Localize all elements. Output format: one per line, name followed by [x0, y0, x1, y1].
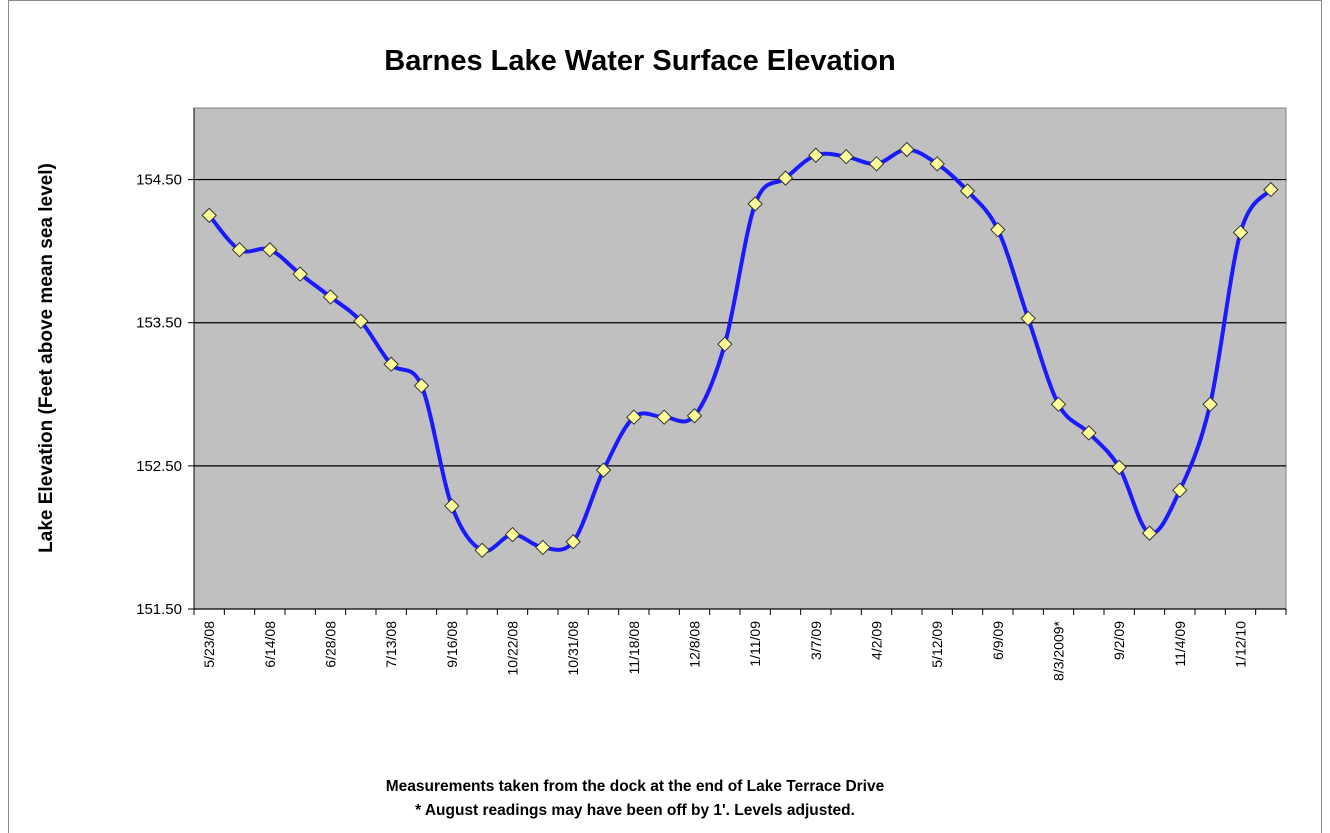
x-tick-label: 8/3/2009*	[1051, 620, 1067, 680]
marker	[656, 409, 672, 425]
marker	[1232, 224, 1249, 241]
marker	[353, 313, 369, 329]
marker	[899, 141, 915, 158]
marker	[1050, 396, 1067, 413]
marker	[929, 156, 945, 172]
note: * August readings may have been off by 1…	[415, 802, 855, 819]
x-tick-label: 6/14/08	[262, 621, 278, 668]
x-tick-label: 9/16/08	[444, 621, 460, 668]
marker	[838, 148, 854, 165]
marker	[1202, 396, 1218, 413]
x-tick-label: 1/11/09	[747, 621, 763, 667]
x-tick-label: 6/9/09	[990, 621, 1006, 660]
marker	[1020, 310, 1036, 327]
x-tick-label: 11/18/08	[626, 621, 642, 675]
marker	[1111, 459, 1127, 475]
marker	[747, 196, 763, 212]
marker	[201, 207, 217, 224]
x-tick-label: 6/28/08	[323, 621, 339, 668]
marker	[686, 408, 703, 424]
marker	[990, 221, 1006, 238]
x-tick-label: 5/23/08	[201, 621, 217, 668]
y-tick-label: 151.50	[136, 601, 182, 618]
x-tick-label: 7/13/08	[383, 621, 399, 668]
x-tick-label: 3/7/09	[808, 621, 824, 660]
plot-area	[193, 107, 1287, 610]
marker	[535, 539, 551, 556]
marker	[322, 289, 339, 305]
marker	[868, 156, 885, 172]
x-tick-label: 5/12/09	[929, 621, 945, 668]
marker	[504, 526, 521, 543]
y-tick-label: 153.50	[136, 315, 182, 332]
y-axis-label: Lake Elevation (Feet above mean sea leve…	[36, 163, 57, 553]
marker	[383, 356, 399, 372]
marker	[1081, 425, 1097, 441]
x-tick-label: 11/4/09	[1172, 621, 1188, 667]
marker	[808, 147, 824, 163]
x-tick-label: 1/12/10	[1233, 621, 1249, 668]
marker	[1141, 525, 1158, 541]
marker	[444, 498, 460, 514]
marker	[1172, 482, 1188, 498]
marker	[717, 336, 733, 352]
marker	[959, 183, 976, 199]
x-tick-label: 4/2/09	[869, 621, 885, 660]
x-tick-label: 9/2/09	[1111, 621, 1127, 660]
marker	[292, 266, 308, 282]
marker	[262, 242, 278, 258]
y-tick-label: 154.50	[136, 172, 182, 189]
marker	[777, 170, 794, 186]
marker	[231, 242, 248, 258]
line	[207, 147, 1273, 553]
x-tick-label: 10/31/08	[565, 621, 581, 676]
marker	[1263, 181, 1279, 198]
marker	[626, 409, 642, 425]
marker	[595, 462, 612, 478]
x-tick-label: 12/8/08	[687, 621, 703, 668]
chart-title: Barnes Lake Water Surface Elevation	[384, 45, 895, 77]
note: Measurements taken from the dock at the …	[386, 778, 885, 795]
y-tick-label: 152.50	[136, 458, 182, 475]
marker	[474, 542, 490, 559]
marker	[565, 534, 581, 550]
x-tick-label: 10/22/08	[505, 621, 521, 676]
marker	[413, 377, 430, 394]
